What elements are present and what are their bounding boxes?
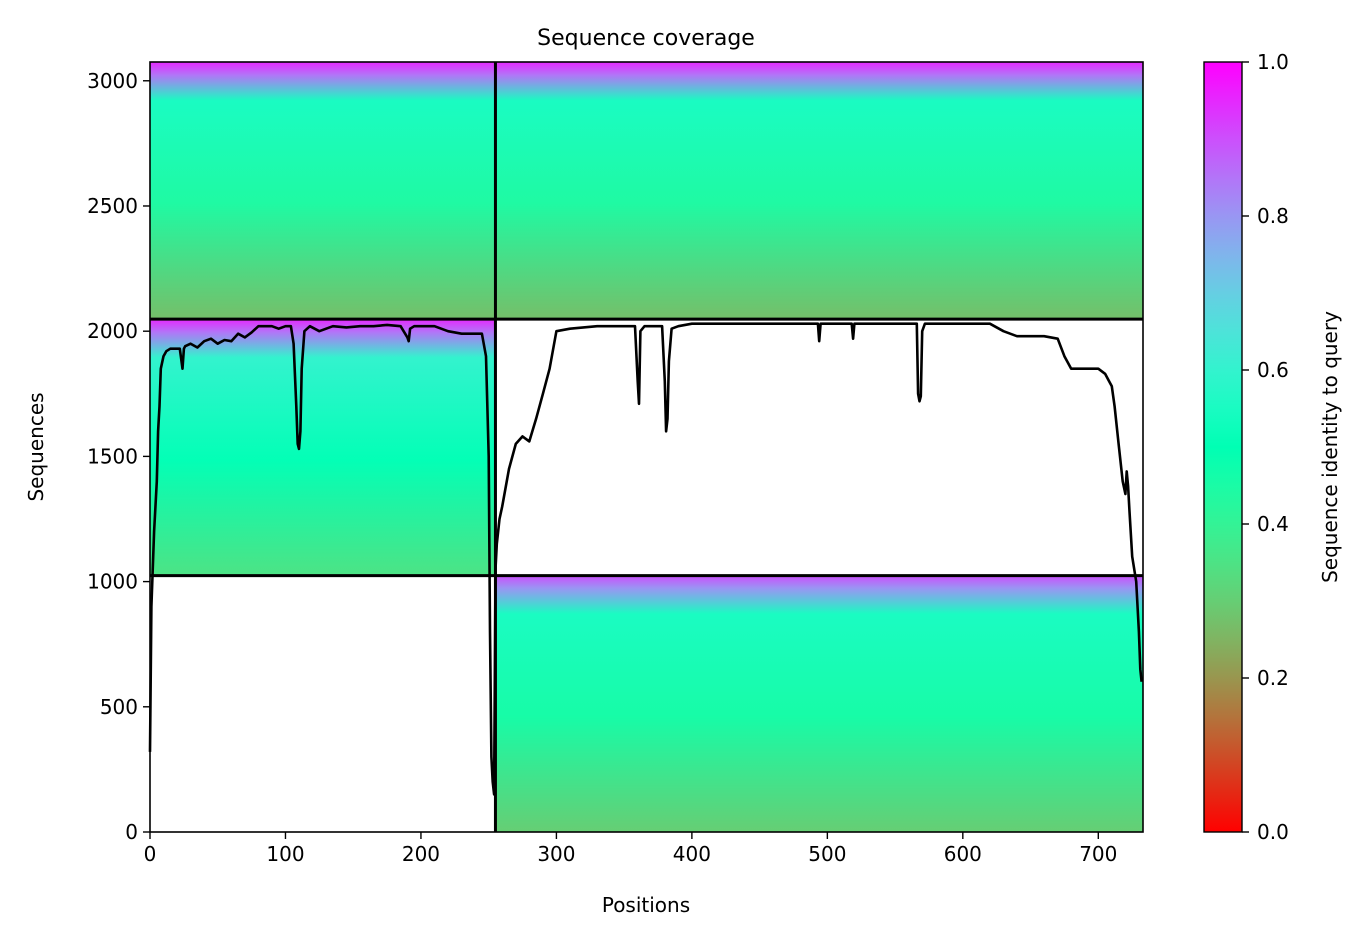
- colorbar-tick-label: 0.0: [1257, 820, 1289, 844]
- colorbar-tick-label: 0.4: [1257, 512, 1289, 536]
- heatmap-block: [150, 319, 496, 576]
- x-axis-label: Positions: [602, 893, 690, 917]
- colorbar-tick-label: 1.0: [1257, 50, 1289, 74]
- colorbar-tick-label: 0.2: [1257, 666, 1289, 690]
- x-tick-label: 100: [266, 842, 304, 866]
- x-tick-label: 300: [537, 842, 575, 866]
- y-axis-label: Sequences: [24, 392, 48, 501]
- y-tick-label: 2000: [87, 319, 138, 343]
- heatmap-block: [495, 575, 1143, 832]
- x-tick-label: 500: [808, 842, 846, 866]
- y-tick-label: 1000: [87, 570, 138, 594]
- y-tick-label: 1500: [87, 444, 138, 468]
- colorbar: [1203, 61, 1243, 833]
- heatmap-block: [495, 62, 1143, 320]
- y-tick-label: 3000: [87, 69, 138, 93]
- x-tick-label: 600: [944, 842, 982, 866]
- x-tick-label: 0: [144, 842, 157, 866]
- y-tick-label: 500: [100, 695, 138, 719]
- x-tick-label: 200: [402, 842, 440, 866]
- y-tick-label: 2500: [87, 194, 138, 218]
- colorbar-tick-label: 0.6: [1257, 358, 1289, 382]
- chart-title: Sequence coverage: [537, 26, 755, 51]
- plot-frame: [149, 61, 1144, 833]
- colorbar-label: Sequence identity to query: [1318, 311, 1342, 583]
- colorbar-ticks: 0.0 0.2 0.4 0.6 0.8 1.0: [1242, 50, 1289, 844]
- x-tick-label: 400: [673, 842, 711, 866]
- y-tick-label: 0: [125, 820, 138, 844]
- y-axis: 0 500 1000 1500 2000 2500 3000: [87, 69, 150, 844]
- coverage-line: [148, 322, 1143, 796]
- x-axis: 0 100 200 300 400 500 600 700: [144, 832, 1117, 866]
- heatmap-block: [150, 62, 496, 320]
- colorbar-tick-label: 0.8: [1257, 204, 1289, 228]
- x-tick-label: 700: [1079, 842, 1117, 866]
- heatmap-blocks: [150, 62, 1143, 832]
